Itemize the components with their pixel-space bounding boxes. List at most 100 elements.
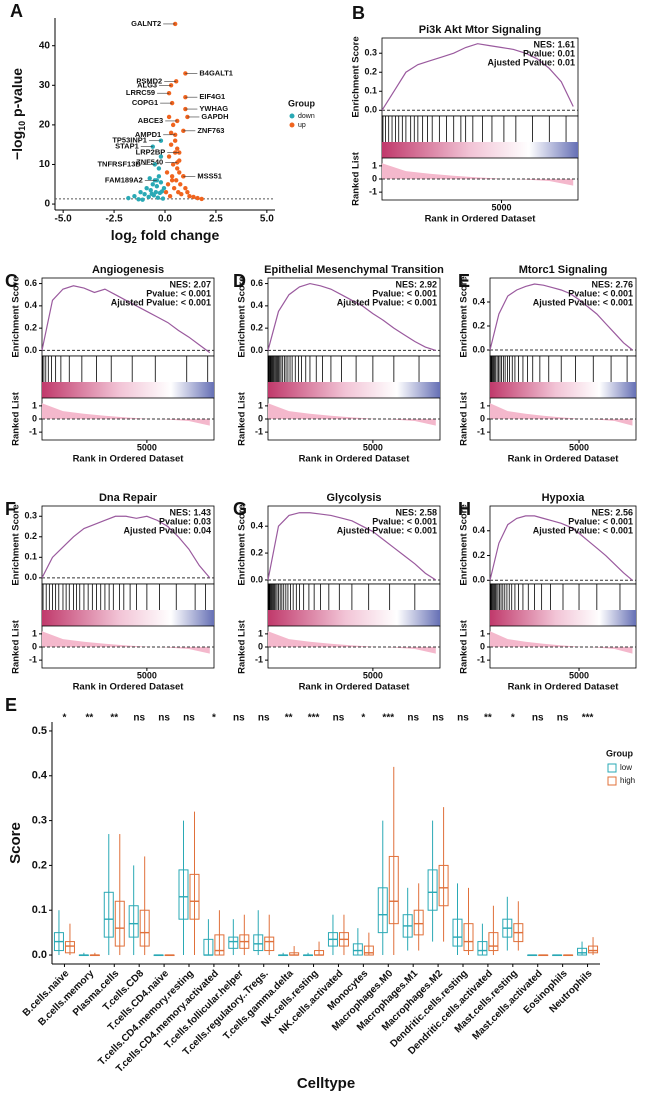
- ranked-axis-label: Ranked List: [11, 619, 22, 674]
- legend-title: Group: [606, 748, 633, 758]
- box: [189, 873, 200, 920]
- es-curve: [41, 285, 211, 354]
- point: [154, 184, 160, 189]
- x-axis-label: log2 fold change: [111, 227, 220, 246]
- box: [388, 855, 399, 925]
- y-axis-label: Score: [7, 822, 24, 864]
- gene-label: GALNT2: [131, 19, 161, 28]
- y-tick-label: 0.2: [472, 320, 485, 330]
- gene-label: TNFRSF13B: [97, 159, 141, 168]
- panel-title: Pi3k Akt Mtor Signaling: [419, 24, 541, 36]
- significance-label: ns: [407, 713, 419, 724]
- legend-swatch: [607, 776, 617, 786]
- box: [488, 932, 499, 952]
- y-tick-label: 0: [372, 173, 377, 183]
- box: [588, 945, 599, 954]
- x-tick-label: -2.5: [105, 214, 123, 225]
- point: [148, 188, 153, 193]
- x-tick-label: 5000: [363, 442, 383, 452]
- box: [228, 936, 239, 949]
- box: [463, 923, 474, 952]
- y-tick-label: 0.5: [32, 725, 47, 737]
- point: [166, 114, 172, 120]
- point: [169, 174, 175, 179]
- y-tick-label: -1: [369, 187, 377, 197]
- point: [160, 196, 166, 201]
- point: [195, 195, 200, 201]
- point: [185, 189, 190, 195]
- box: [139, 909, 150, 947]
- box: [452, 918, 463, 947]
- x-tick-label: 5000: [137, 442, 157, 452]
- y-tick-label: 10: [39, 159, 51, 170]
- y-tick-label: 1: [258, 400, 263, 410]
- point: [126, 195, 131, 201]
- y-tick-label: 0.0: [32, 949, 47, 961]
- panel-title: Mtorc1 Signaling: [519, 264, 608, 276]
- y-tick-label: 0: [32, 641, 37, 651]
- significance-label: ns: [258, 713, 270, 724]
- y-tick-label: 0: [258, 641, 263, 651]
- point: [147, 176, 152, 181]
- point: [170, 122, 176, 128]
- point: [163, 189, 169, 195]
- gene-label: PSMD2: [136, 76, 162, 85]
- es-curve: [381, 43, 574, 111]
- y-tick-label: 0.4: [24, 300, 37, 310]
- ranked-area: [268, 631, 436, 654]
- y-tick-label: 0.3: [32, 814, 47, 826]
- stat-text: Ajusted Pvalue: < 0.001: [533, 525, 633, 535]
- y-tick-label: 0: [44, 199, 50, 210]
- point: [158, 180, 164, 185]
- panel-title: Angiogenesis: [92, 264, 164, 276]
- panel-title: Epithelial Mesenchymal Transition: [264, 264, 444, 276]
- panel-label: E: [5, 695, 17, 715]
- stat-text: Pvalue: < 0.001: [568, 516, 633, 526]
- point: [140, 197, 145, 202]
- panel-label: B: [352, 3, 365, 23]
- point: [150, 182, 155, 187]
- gene-label: TP53INP1: [112, 136, 147, 145]
- panel-label: A: [10, 1, 23, 21]
- es-axis-label: Enrichment Score: [459, 504, 470, 585]
- point: [178, 182, 183, 187]
- es-curve: [267, 512, 437, 581]
- point: [187, 193, 192, 199]
- significance-label: *: [511, 713, 515, 724]
- gene-label: MSS51: [197, 171, 222, 180]
- y-tick-label: 0.4: [472, 525, 485, 535]
- x-tick-label: 5000: [569, 442, 589, 452]
- y-tick-label: 1: [32, 628, 37, 638]
- ranked-area: [490, 631, 633, 654]
- point: [153, 189, 159, 195]
- stat-text: NES: 2.76: [591, 279, 633, 289]
- gene-label: GAPDH: [201, 112, 228, 121]
- x-axis-label: Rank in Ordered Dataset: [299, 682, 411, 693]
- panel-title: Glycolysis: [326, 492, 381, 504]
- point: [199, 196, 204, 202]
- legend-label: high: [620, 776, 635, 785]
- legend-label: low: [620, 763, 632, 772]
- significance-label: **: [110, 713, 118, 724]
- x-axis-label-part: log: [111, 227, 132, 243]
- y-axis-label: −log10 p-value: [9, 68, 28, 160]
- legend-title: Group: [288, 98, 315, 108]
- panel-label: H: [458, 499, 471, 519]
- ranked-area: [42, 403, 210, 426]
- gene-label: ALG3: [137, 80, 157, 89]
- legend-label: down: [298, 113, 315, 120]
- x-tick-label: -5.0: [55, 214, 73, 225]
- rank-gradient: [490, 382, 636, 398]
- box: [253, 934, 264, 952]
- y-tick-label: 0.0: [364, 105, 377, 115]
- panel-label: G: [233, 499, 247, 519]
- y-tick-label: 0: [480, 641, 485, 651]
- x-axis-label: Rank in Ordered Dataset: [299, 454, 411, 465]
- legend-swatch: [289, 113, 295, 119]
- stat-text: NES: 1.43: [169, 507, 211, 517]
- stat-text: Pvalue: < 0.001: [372, 516, 437, 526]
- significance-label: ns: [183, 713, 195, 724]
- es-curve: [489, 515, 633, 581]
- rank-gradient: [268, 382, 440, 398]
- significance-label: *: [212, 713, 216, 724]
